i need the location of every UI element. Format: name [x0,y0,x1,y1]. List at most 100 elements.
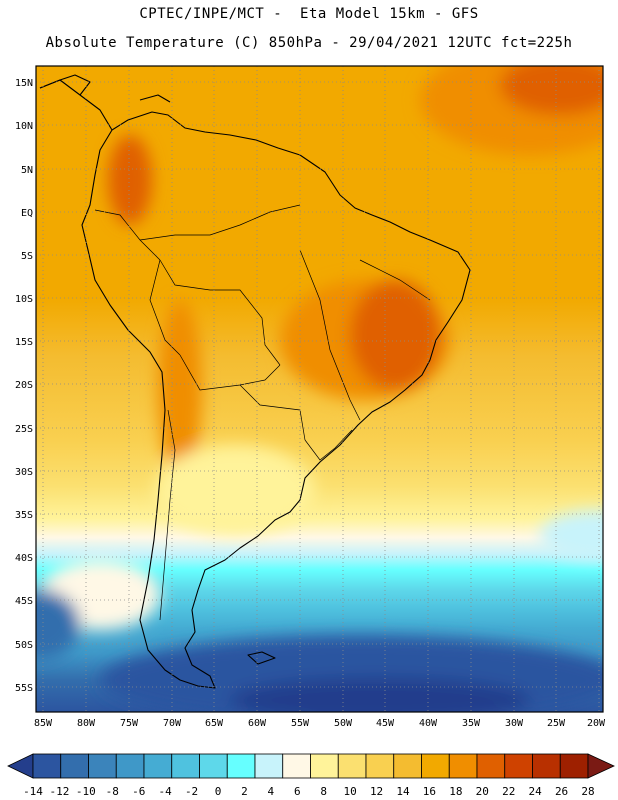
lat-tick-55s: 55S [15,683,33,694]
colorbar-label: 18 [449,785,462,798]
lat-tick-5s: 5S [21,251,33,262]
colorbar-label: 6 [294,785,301,798]
border-north-brazil [139,204,301,241]
colorbar-cell [448,753,478,779]
lat-tick-20s: 20S [15,380,33,391]
colorbar-label: 14 [396,785,410,798]
lon-tick-50w: 50W [334,718,353,729]
lon-tick-25w: 25W [547,718,566,729]
hot-region-colombia [108,135,152,225]
central-america-coast [39,74,91,96]
lat-tick-40s: 40S [15,553,33,564]
colorbar-cell [365,753,395,779]
lon-tick-60w: 60W [248,718,267,729]
border-peru-bolivia-brazil [159,259,281,366]
colorbar-cell [476,753,506,779]
colorbar-label: 28 [581,785,594,798]
lat-tick-eq: EQ [21,208,33,219]
map-frame [35,65,604,713]
colorbar-label: 20 [476,785,489,798]
lat-tick-10s: 10S [15,294,33,305]
colorbar-cell [88,753,117,779]
map-title-line-1: CPTEC/INPE/MCT - Eta Model 15km - GFS [139,6,479,22]
colorbar-cell [337,753,367,779]
colorbar-label: 10 [344,785,357,798]
lat-lon-grid [36,66,603,712]
colorbar-cell [532,753,561,779]
colorbar-label: -6 [132,785,145,798]
longitude-axis: 85W 80W 75W 70W 65W 60W 55W 50W 45W 40W … [34,718,606,729]
lon-tick-75w: 75W [120,718,139,729]
lat-tick-5n: 5N [21,165,33,176]
mild-region-argentina [155,445,315,535]
border-uruguay-brazil [304,429,353,461]
colorbar-cell [504,753,533,779]
colorbar-cap-high [587,753,615,779]
colorbar-label: -14 [23,785,43,798]
colorbar-label: -4 [159,785,173,798]
temperature-field [36,66,603,712]
colorbar-label: -8 [106,785,119,798]
caribbean-islands-coast [139,94,171,103]
hot-region-northeast [500,66,603,115]
colorbar-label: 8 [320,785,327,798]
country-borders [94,204,431,621]
latitude-axis: 15N 10N 5N EQ 5S 10S 15S 20S 25S 30S 35S… [15,78,33,694]
lon-tick-20w: 20W [587,718,606,729]
colorbar-cell [310,753,339,779]
colorbar-cell [60,753,89,779]
lon-tick-30w: 30W [505,718,524,729]
colorbar-cell [115,753,145,779]
colorbar-label: 4 [268,785,275,798]
border-paraguay [239,384,306,441]
lat-tick-35s: 35S [15,510,33,521]
lat-tick-30s: 30S [15,467,33,478]
border-colombia-ecuador [94,209,161,261]
lon-tick-70w: 70W [163,718,182,729]
map-title-line-2: Absolute Temperature (C) 850hPa - 29/04/… [45,35,573,51]
lon-tick-35w: 35W [462,718,481,729]
colorbar-label: 26 [555,785,568,798]
coastline [39,74,471,689]
lon-tick-80w: 80W [77,718,96,729]
colorbar-cell [254,753,284,779]
lat-tick-10n: 10N [15,121,33,132]
falklands-coast [247,651,276,665]
colorbar-label: 0 [215,785,222,798]
border-chile-argentina [159,409,176,621]
lat-tick-45s: 45S [15,596,33,607]
border-peru-bolivia [149,259,181,356]
colorbar-cell [282,753,311,779]
colorbar-cell [171,753,200,779]
hot-region-central-brazil [350,280,440,390]
colorbar-label: -2 [185,785,198,798]
colorbar-label: 24 [529,785,543,798]
state-borders-brazil [299,249,361,421]
south-america-coast [39,79,471,689]
colorbar-cell [226,753,256,779]
colorbar-label: 2 [241,785,248,798]
colorbar-cell [559,753,589,779]
colorbar-label: 22 [502,785,515,798]
colorbar-cell [143,753,173,779]
colorbar-cell [393,753,422,779]
colorbar-cell [32,753,62,779]
lat-tick-15s: 15S [15,337,33,348]
lat-tick-15n: 15N [15,78,33,89]
colorbar: -14 -12 -10 -8 -6 -4 -2 0 2 4 6 8 10 12 14 16 18 20 22 24 26… [7,753,615,798]
colorbar-cell [421,753,450,779]
lon-tick-40w: 40W [419,718,438,729]
colorbar-cell [199,753,228,779]
colorbar-label: 16 [423,785,436,798]
cold-region-pacific-south [36,590,80,660]
coldest-region-south [230,678,530,712]
lon-tick-55w: 55W [291,718,310,729]
colorbar-label: 12 [370,785,383,798]
warm-region-andes [158,300,202,480]
state-borders-ne-brazil [359,259,431,301]
colorbar-label: -10 [76,785,96,798]
lat-tick-50s: 50S [15,640,33,651]
colorbar-label: -12 [49,785,69,798]
lon-tick-45w: 45W [376,718,395,729]
colorbar-cap-low [7,753,34,779]
